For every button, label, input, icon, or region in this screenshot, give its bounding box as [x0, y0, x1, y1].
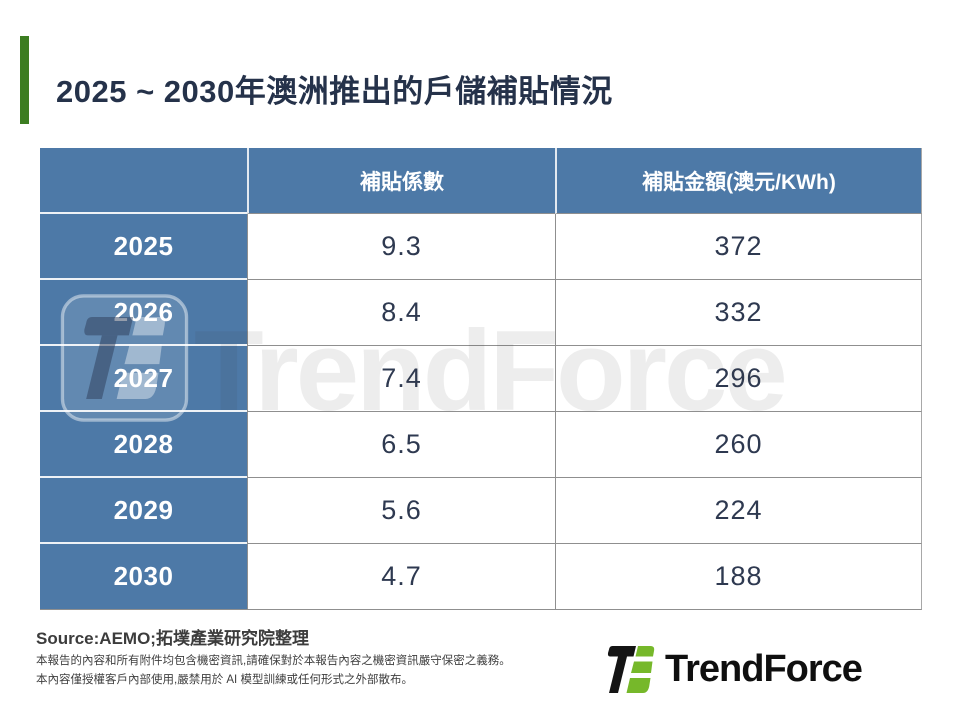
year-cell: 2030	[40, 544, 247, 610]
page-title: 2025 ~ 2030年澳洲推出的戶儲補貼情況	[56, 74, 613, 109]
amount-cell: 372	[555, 214, 922, 280]
coefficient-cell: 9.3	[247, 214, 555, 280]
table-header-row: 補貼係數 補貼金額(澳元/KWh)	[40, 148, 922, 214]
trendforce-logo: TrendForce	[606, 642, 863, 697]
subsidy-table: 補貼係數 補貼金額(澳元/KWh) 2025 9.3 372 2026 8.4 …	[40, 148, 922, 610]
year-cell: 2027	[40, 346, 247, 412]
amount-cell: 260	[555, 412, 922, 478]
amount-cell: 188	[555, 544, 922, 610]
coefficient-cell: 8.4	[247, 280, 555, 346]
amount-cell: 332	[555, 280, 922, 346]
trendforce-logo-text: TrendForce	[665, 648, 863, 690]
coefficient-cell: 5.6	[247, 478, 555, 544]
trendforce-logo-icon	[607, 646, 655, 693]
amount-cell: 296	[555, 346, 922, 412]
table-row: 2026 8.4 332	[40, 280, 922, 346]
table-row: 2030 4.7 188	[40, 544, 922, 610]
year-cell: 2028	[40, 412, 247, 478]
year-cell: 2029	[40, 478, 247, 544]
table-row: 2029 5.6 224	[40, 478, 922, 544]
disclaimer-line2: 本內容僅授權客戶內部使用,嚴禁用於 AI 模型訓練或任何形式之外部散布。	[36, 674, 413, 686]
year-cell: 2026	[40, 280, 247, 346]
disclaimer: 本報告的內容和所有附件均包含機密資訊,請確保對於本報告內容之機密資訊嚴守保密之義…	[36, 652, 511, 690]
table-row: 2025 9.3 372	[40, 214, 922, 280]
coefficient-cell: 6.5	[247, 412, 555, 478]
disclaimer-line1: 本報告的內容和所有附件均包含機密資訊,請確保對於本報告內容之機密資訊嚴守保密之義…	[36, 655, 511, 667]
year-cell: 2025	[40, 214, 247, 280]
coefficient-cell: 7.4	[247, 346, 555, 412]
coefficient-cell: 4.7	[247, 544, 555, 610]
header-cell-coefficient: 補貼係數	[247, 148, 555, 214]
header-cell-amount: 補貼金額(澳元/KWh)	[555, 148, 922, 214]
table-row: 2028 6.5 260	[40, 412, 922, 478]
source-note: Source:AEMO;拓墣產業研究院整理	[36, 629, 309, 648]
title-accent-bar	[20, 36, 29, 124]
amount-cell: 224	[555, 478, 922, 544]
header-cell-year	[40, 148, 247, 214]
table-row: 2027 7.4 296	[40, 346, 922, 412]
